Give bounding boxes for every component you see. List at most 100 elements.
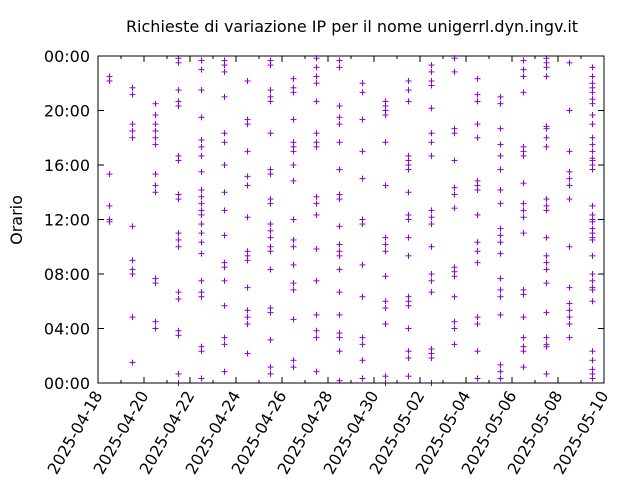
data-point	[497, 368, 504, 375]
data-point	[313, 73, 320, 80]
data-point	[290, 357, 297, 364]
data-point	[451, 157, 458, 164]
data-point	[428, 289, 435, 296]
data-point	[474, 314, 481, 321]
data-point	[244, 284, 251, 291]
data-point	[474, 211, 481, 218]
data-point	[520, 66, 527, 73]
data-point	[543, 202, 550, 209]
data-point	[221, 341, 228, 348]
data-point	[336, 64, 343, 71]
data-point	[175, 152, 182, 159]
data-point	[106, 171, 113, 178]
data-point	[589, 121, 596, 128]
data-point	[405, 355, 412, 362]
data-point	[520, 73, 527, 80]
data-point	[198, 250, 205, 257]
data-point	[543, 334, 550, 341]
data-point	[244, 320, 251, 327]
data-point	[198, 186, 205, 193]
data-point	[313, 139, 320, 146]
data-point	[359, 116, 366, 123]
data-point	[589, 100, 596, 107]
data-point	[497, 275, 504, 282]
data-point	[336, 166, 343, 173]
data-point	[543, 143, 550, 150]
data-point	[221, 302, 228, 309]
data-point	[267, 93, 274, 100]
data-point	[451, 318, 458, 325]
data-point	[336, 289, 343, 296]
data-point	[267, 234, 274, 241]
data-point	[244, 314, 251, 321]
data-point	[267, 196, 274, 203]
data-point	[589, 348, 596, 355]
data-point	[359, 375, 366, 382]
data-point	[566, 182, 573, 189]
data-point	[405, 373, 412, 380]
data-point	[290, 75, 297, 82]
data-point	[221, 162, 228, 168]
data-point	[175, 230, 182, 237]
data-point	[198, 289, 205, 296]
data-point	[474, 98, 481, 105]
data-point	[267, 227, 274, 234]
data-point	[129, 134, 136, 141]
data-point	[497, 225, 504, 232]
data-point	[313, 64, 320, 71]
data-point	[497, 293, 504, 300]
data-point	[336, 348, 343, 355]
data-point	[474, 91, 481, 98]
data-point	[175, 243, 182, 250]
data-point	[267, 370, 274, 377]
data-point	[359, 293, 366, 300]
data-point	[129, 91, 136, 98]
data-point	[382, 241, 389, 248]
data-point	[497, 186, 504, 193]
data-point	[359, 175, 366, 182]
data-point	[175, 87, 182, 94]
data-point	[129, 121, 136, 128]
data-point	[129, 266, 136, 273]
data-point	[198, 343, 205, 350]
data-point	[129, 359, 136, 366]
data-point	[474, 177, 481, 184]
data-point	[290, 280, 297, 287]
data-points	[106, 55, 596, 386]
data-point	[106, 218, 113, 225]
data-point	[451, 293, 458, 300]
data-point	[497, 286, 504, 293]
data-point	[566, 243, 573, 250]
data-point	[198, 375, 205, 382]
data-point	[267, 221, 274, 228]
data-point	[359, 89, 366, 96]
data-point	[382, 98, 389, 105]
data-point	[382, 320, 389, 327]
data-point	[198, 57, 205, 64]
data-point	[313, 193, 320, 200]
data-point	[520, 286, 527, 293]
data-point	[474, 320, 481, 327]
data-point	[382, 182, 389, 189]
data-point	[152, 189, 159, 196]
data-point	[221, 277, 228, 284]
data-point	[152, 112, 159, 119]
data-point	[566, 314, 573, 321]
data-point	[313, 277, 320, 284]
data-point	[336, 57, 343, 64]
data-point	[405, 211, 412, 218]
data-point	[313, 327, 320, 334]
data-point	[198, 137, 205, 144]
data-point	[359, 334, 366, 341]
data-point	[152, 127, 159, 134]
data-point	[198, 239, 205, 246]
data-point	[405, 252, 412, 259]
data-point	[359, 216, 366, 223]
data-point	[290, 84, 297, 91]
data-point	[267, 130, 274, 137]
data-point	[221, 57, 228, 64]
data-point	[198, 221, 205, 228]
data-point	[198, 200, 205, 207]
data-point	[382, 139, 389, 146]
